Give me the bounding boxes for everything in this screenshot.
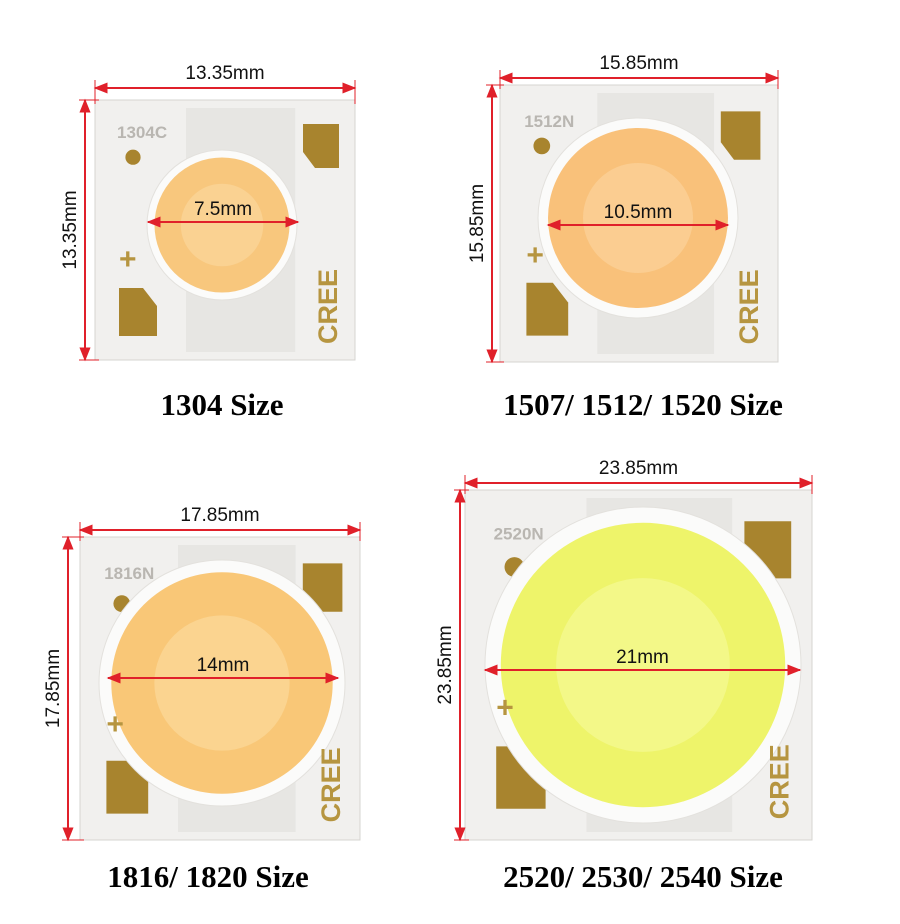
chip-marking: 1304C xyxy=(117,123,167,142)
pad xyxy=(303,124,339,168)
polarity: + xyxy=(106,708,124,741)
brand: CREE xyxy=(316,747,346,822)
chip-panel: 1816N + CREE xyxy=(79,536,361,841)
size-caption: 1816/ 1820 Size xyxy=(107,859,309,894)
brand: CREE xyxy=(734,269,764,344)
size-caption: 2520/ 2530/ 2540 Size xyxy=(503,859,783,894)
polarity: + xyxy=(119,243,137,276)
pad-dot xyxy=(125,149,141,165)
diameter-label: 7.5mm xyxy=(194,199,252,220)
width-label: 17.85mm xyxy=(180,505,259,526)
brand: CREE xyxy=(765,744,795,819)
polarity: + xyxy=(496,692,514,725)
diameter-label: 14mm xyxy=(197,655,250,676)
height-label: 23.85mm xyxy=(435,625,456,704)
pad-dot xyxy=(533,137,551,155)
chip-marking: 2520N xyxy=(494,524,544,543)
height-label: 15.85mm xyxy=(467,184,488,263)
polarity: + xyxy=(526,239,544,272)
pad xyxy=(526,282,569,336)
diameter-label: 21mm xyxy=(616,647,669,668)
width-label: 15.85mm xyxy=(599,53,678,74)
emitter-core xyxy=(180,183,264,267)
chip-panel: 1512N + CREE xyxy=(499,84,779,363)
chip-marking: 1816N xyxy=(104,564,154,583)
pad xyxy=(720,111,761,160)
diameter-label: 10.5mm xyxy=(604,202,673,223)
height-label: 13.35mm xyxy=(60,190,81,269)
height-label: 17.85mm xyxy=(43,649,64,728)
size-caption: 1304 Size xyxy=(160,387,283,422)
emitter-core xyxy=(154,615,290,751)
size-caption: 1507/ 1512/ 1520 Size xyxy=(503,387,783,422)
chip-marking: 1512N xyxy=(524,112,574,131)
chip-panel: 1304C + CREE xyxy=(94,99,356,361)
width-label: 13.35mm xyxy=(185,63,264,84)
pad xyxy=(119,288,157,336)
brand: CREE xyxy=(313,269,343,344)
emitter-core xyxy=(583,163,693,273)
pad xyxy=(106,760,149,814)
width-label: 23.85mm xyxy=(599,458,678,479)
